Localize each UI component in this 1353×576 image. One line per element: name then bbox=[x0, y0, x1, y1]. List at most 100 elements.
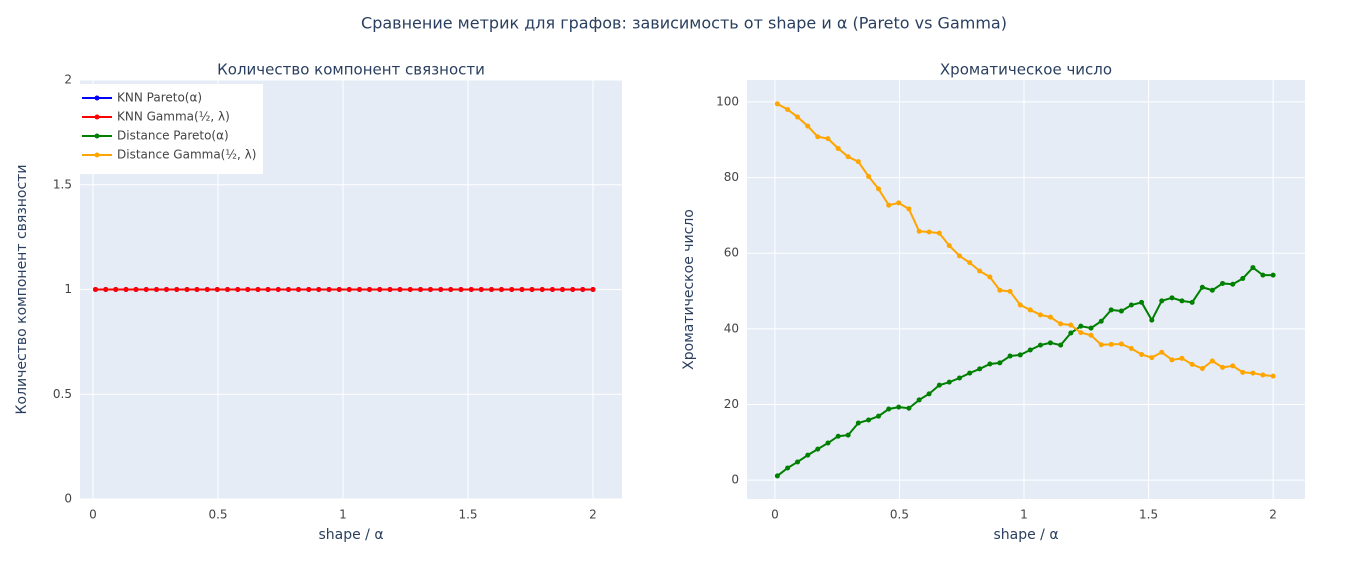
series-marker bbox=[1098, 318, 1104, 324]
series-marker bbox=[184, 287, 190, 292]
series-marker bbox=[774, 473, 780, 479]
series-marker bbox=[296, 287, 301, 292]
series-marker bbox=[93, 287, 98, 292]
series-marker bbox=[906, 405, 912, 411]
series-marker bbox=[1139, 352, 1145, 358]
series-marker bbox=[235, 287, 241, 292]
y-tick-label: 80 bbox=[724, 170, 739, 184]
series-marker bbox=[1189, 299, 1195, 305]
series-marker bbox=[1088, 332, 1094, 338]
series-marker bbox=[997, 287, 1003, 293]
series-marker bbox=[1250, 265, 1256, 271]
series-marker bbox=[1017, 352, 1023, 358]
series-marker bbox=[886, 406, 892, 412]
series-marker bbox=[458, 287, 464, 292]
series-marker bbox=[1118, 341, 1124, 347]
series-marker bbox=[835, 145, 841, 151]
series-marker bbox=[336, 287, 342, 292]
series-marker bbox=[580, 287, 586, 292]
series-marker bbox=[255, 287, 261, 292]
series-marker bbox=[438, 287, 444, 292]
series-marker bbox=[815, 134, 821, 140]
series-marker bbox=[1230, 281, 1236, 287]
series-marker bbox=[1047, 314, 1053, 320]
series-marker bbox=[519, 287, 525, 292]
series-marker bbox=[1088, 325, 1094, 331]
series-marker bbox=[866, 173, 872, 179]
x-axis-label: shape / α bbox=[993, 527, 1058, 543]
series-marker bbox=[1139, 299, 1145, 305]
y-tick-label: 60 bbox=[724, 246, 739, 260]
series-marker bbox=[103, 287, 109, 292]
series-marker bbox=[286, 287, 291, 292]
y-tick-label: 0 bbox=[731, 473, 739, 487]
x-axis-label: shape / α bbox=[318, 527, 383, 543]
y-tick-label: 2 bbox=[64, 73, 72, 87]
series-marker bbox=[204, 287, 210, 292]
series-marker bbox=[1220, 364, 1226, 370]
series-marker bbox=[896, 200, 902, 206]
series-marker bbox=[1149, 317, 1155, 323]
series-marker bbox=[967, 260, 973, 266]
series-marker bbox=[428, 287, 433, 292]
series-marker bbox=[805, 123, 811, 129]
series-marker bbox=[946, 243, 952, 249]
series-marker bbox=[916, 228, 922, 234]
x-tick-label: 0 bbox=[89, 508, 97, 522]
series-marker bbox=[855, 159, 861, 165]
series-marker bbox=[448, 287, 454, 292]
series-marker bbox=[570, 287, 576, 292]
series-marker bbox=[956, 253, 962, 259]
x-tick-label: 2 bbox=[589, 508, 597, 522]
series-marker bbox=[997, 360, 1003, 366]
series-marker bbox=[1068, 330, 1074, 336]
series-marker bbox=[123, 287, 129, 292]
series-marker bbox=[1240, 276, 1246, 282]
series-marker bbox=[866, 417, 872, 423]
series-marker bbox=[1068, 322, 1074, 328]
legend-marker bbox=[94, 114, 100, 120]
series-marker bbox=[926, 229, 932, 235]
series-marker bbox=[1240, 369, 1246, 375]
series-marker bbox=[1108, 341, 1114, 347]
series-marker bbox=[214, 287, 220, 292]
series-marker bbox=[1058, 342, 1064, 348]
series-marker bbox=[805, 452, 811, 458]
series-marker bbox=[316, 287, 322, 292]
x-tick-label: 0.5 bbox=[890, 508, 909, 522]
legend-marker bbox=[94, 95, 100, 101]
series-marker bbox=[916, 397, 922, 403]
series-marker bbox=[387, 287, 393, 292]
series-marker bbox=[1037, 312, 1043, 318]
legend-marker bbox=[94, 133, 100, 139]
y-tick-label: 0.5 bbox=[53, 387, 72, 401]
x-tick-label: 0.5 bbox=[208, 508, 227, 522]
y-tick-label: 40 bbox=[724, 321, 739, 335]
series-marker bbox=[1179, 298, 1185, 304]
legend: KNN Pareto(α) KNN Gamma(½, λ) Distance Par… bbox=[77, 84, 263, 174]
series-marker bbox=[825, 136, 831, 142]
series-marker bbox=[1250, 370, 1256, 376]
series-marker bbox=[1007, 353, 1013, 359]
series-marker bbox=[1078, 330, 1084, 336]
series-marker bbox=[967, 370, 973, 376]
series-marker bbox=[397, 287, 403, 292]
series-marker bbox=[936, 230, 942, 236]
x-tick-label: 1 bbox=[339, 508, 347, 522]
series-marker bbox=[326, 287, 332, 292]
series-marker bbox=[194, 287, 200, 292]
series-marker bbox=[774, 101, 780, 107]
series-marker bbox=[977, 366, 983, 372]
series-marker bbox=[977, 268, 983, 274]
series-marker bbox=[835, 433, 841, 439]
series-marker bbox=[886, 202, 892, 208]
series-marker bbox=[550, 287, 555, 292]
series-marker bbox=[1159, 298, 1165, 304]
series-marker bbox=[795, 459, 801, 465]
series-marker bbox=[225, 287, 230, 292]
legend-marker bbox=[94, 152, 100, 158]
series-marker bbox=[946, 379, 952, 385]
series-marker bbox=[1017, 302, 1023, 308]
series-marker bbox=[1027, 347, 1033, 353]
